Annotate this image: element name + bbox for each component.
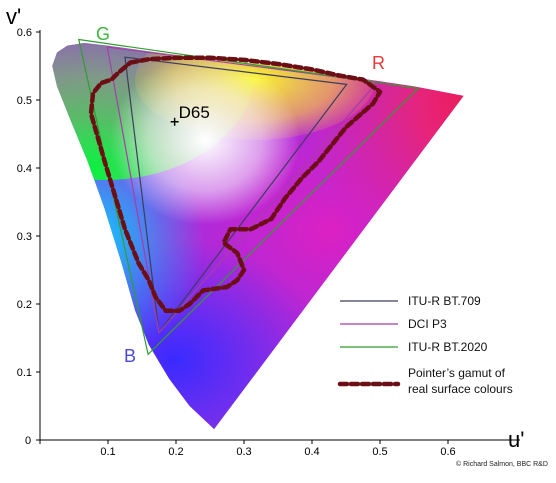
bt709-gamut (124, 56, 348, 335)
white-point-label: D65 (179, 103, 210, 122)
x-tick-label: 0 (25, 435, 31, 447)
blue-primary-label: B (124, 346, 136, 366)
white-point: D65 (170, 103, 210, 126)
gamut-series (78, 38, 420, 356)
p3-gamut (106, 46, 379, 334)
y-tick-label: 0.2 (17, 299, 32, 311)
x-tick-label: 0.6 (440, 446, 455, 458)
x-axis-label: u' (508, 427, 524, 452)
legend-label-bt709: ITU-R BT.709 (408, 294, 481, 308)
x-tick-label: 0.5 (372, 446, 387, 458)
x-tick-label: 0.3 (236, 446, 251, 458)
red-primary-label: R (372, 53, 385, 73)
y-axis-label: v' (6, 4, 21, 29)
credit-text: © Richard Salmon, BBC R&D (456, 460, 548, 468)
x-ticks: 0 0.1 0.2 0.3 0.4 0.5 0.6 (25, 435, 456, 458)
y-ticks: 0.1 0.2 0.3 0.4 0.5 0.6 (17, 27, 40, 441)
x-tick-label: 0.1 (100, 446, 115, 458)
white-point-marker (170, 117, 179, 126)
legend-label-bt2020: ITU-R BT.2020 (408, 340, 488, 354)
pointer-gamut (88, 55, 383, 314)
green-primary-label: G (96, 24, 110, 44)
y-tick-label: 0.4 (17, 163, 32, 175)
x-tick-label: 0.2 (168, 446, 183, 458)
legend-label-p3: DCI P3 (408, 317, 447, 331)
y-tick-label: 0.1 (17, 367, 32, 379)
y-tick-label: 0.5 (17, 95, 32, 107)
legend: ITU-R BT.709 DCI P3 ITU-R BT.2020 Pointe… (337, 294, 513, 396)
x-tick-label: 0.4 (304, 446, 319, 458)
y-tick-label: 0.3 (17, 231, 32, 243)
legend-label-pointer-line2: real surface colours (408, 382, 513, 396)
legend-label-pointer-line1: Pointer’s gamut of (408, 366, 506, 380)
y-tick-label: 0.6 (17, 27, 32, 39)
